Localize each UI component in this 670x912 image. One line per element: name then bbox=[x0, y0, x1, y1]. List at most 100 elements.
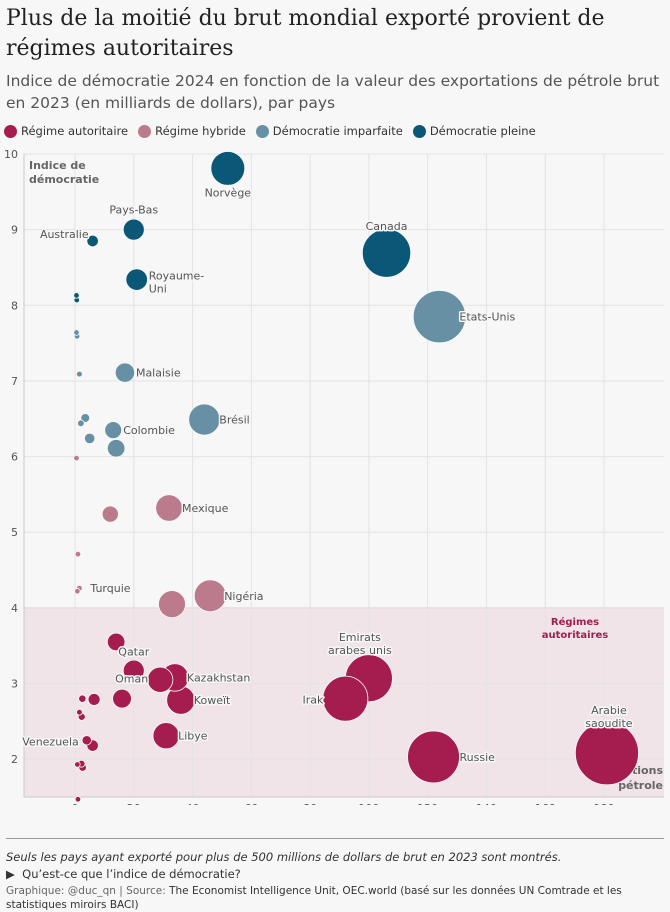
data-point bbox=[152, 722, 180, 750]
y-tick-label: 6 bbox=[11, 451, 18, 464]
scatter-chart: 2345678910020406080100120140160180Indice… bbox=[4, 148, 664, 805]
data-point bbox=[193, 579, 227, 613]
y-tick-label: 5 bbox=[11, 526, 18, 539]
country-label: Malaisie bbox=[136, 367, 181, 380]
data-point bbox=[210, 151, 246, 186]
data-point bbox=[158, 590, 186, 618]
data-point bbox=[78, 694, 87, 703]
legend-label: Démocratie imparfaite bbox=[272, 124, 403, 138]
page-title: Plus de la moitié du brut mondial export… bbox=[6, 6, 605, 61]
data-point bbox=[147, 666, 174, 693]
country-label: Pays-Bas bbox=[109, 204, 158, 217]
disclosure-label: Qu’est-ce que l’indice de démocratie? bbox=[22, 867, 241, 881]
legend: Régime autoritaire Régime hybride Démocr… bbox=[4, 122, 546, 140]
data-point bbox=[322, 675, 369, 722]
legend-swatch bbox=[4, 124, 17, 138]
data-point bbox=[122, 659, 145, 682]
country-label: Canada bbox=[366, 220, 408, 233]
data-point bbox=[73, 454, 80, 462]
y-tick-label: 7 bbox=[11, 375, 18, 388]
data-point bbox=[361, 228, 412, 278]
legend-item-full-democracy[interactable]: Démocratie pleine bbox=[412, 124, 536, 138]
data-point bbox=[104, 421, 123, 439]
data-point bbox=[77, 419, 85, 428]
data-point bbox=[84, 432, 96, 445]
data-point bbox=[74, 761, 81, 768]
data-point bbox=[125, 268, 148, 291]
data-point bbox=[114, 362, 136, 383]
country-label: Nigéria bbox=[224, 590, 263, 603]
data-point bbox=[112, 688, 132, 709]
y-tick-label: 4 bbox=[11, 602, 18, 615]
legend-swatch bbox=[138, 124, 152, 138]
y-tick-label: 9 bbox=[11, 224, 18, 237]
country-label: Irak bbox=[302, 694, 324, 707]
country-label: Norvège bbox=[205, 186, 252, 199]
country-label: Qatar bbox=[118, 646, 149, 659]
data-point bbox=[106, 439, 126, 458]
country-label: Arabie saoudite bbox=[585, 704, 633, 730]
x-tick-label: 20 bbox=[127, 802, 141, 805]
y-tick-label: 8 bbox=[11, 299, 18, 312]
country-label: Koweït bbox=[194, 694, 231, 707]
chart-subtitle: Indice de démocratie 2024 en fonction de… bbox=[6, 72, 660, 112]
data-point bbox=[86, 234, 99, 248]
zone-label: Régimes autoritaires bbox=[542, 616, 609, 641]
legend-item-flawed-democracy[interactable]: Démocratie imparfaite bbox=[255, 124, 403, 138]
divider bbox=[6, 838, 664, 839]
country-label: Oman bbox=[115, 673, 148, 686]
data-point bbox=[74, 588, 81, 595]
country-label: Etats-Unis bbox=[459, 311, 515, 324]
x-tick-label: 120 bbox=[417, 802, 438, 805]
data-point bbox=[73, 329, 80, 336]
y-axis-title: Indice de démocratie bbox=[29, 159, 99, 186]
data-point bbox=[76, 370, 83, 378]
x-tick-label: 60 bbox=[244, 802, 258, 805]
country-label: Russie bbox=[460, 751, 496, 764]
country-label: Emirats arabes unis bbox=[328, 631, 392, 657]
data-point bbox=[76, 708, 83, 716]
country-label: Royaume-Uni bbox=[149, 270, 205, 296]
data-point bbox=[80, 413, 91, 423]
x-tick-label: 80 bbox=[303, 802, 317, 805]
legend-item-authoritarian[interactable]: Régime autoritaire bbox=[4, 124, 128, 138]
credit-prefix: Graphique: @duc_qn | Source: bbox=[6, 885, 166, 897]
x-tick-label: 100 bbox=[358, 802, 379, 805]
data-point bbox=[122, 218, 145, 241]
x-tick-label: 40 bbox=[186, 802, 200, 805]
legend-swatch bbox=[255, 124, 269, 138]
y-tick-label: 10 bbox=[4, 148, 18, 161]
x-tick-label: 140 bbox=[476, 802, 497, 805]
legend-label: Régime autoritaire bbox=[21, 124, 129, 138]
x-tick-label: 180 bbox=[594, 802, 615, 805]
country-label: Turquie bbox=[89, 582, 130, 595]
y-tick-label: 3 bbox=[11, 678, 18, 691]
data-point bbox=[73, 292, 80, 299]
disclosure-triangle-icon: ▶ bbox=[6, 867, 15, 881]
data-point bbox=[106, 632, 126, 652]
country-label: Venezuela bbox=[22, 735, 79, 748]
data-point bbox=[81, 735, 92, 746]
footnote: Seuls les pays ayant exporté pour plus d… bbox=[6, 850, 562, 864]
x-tick-label: 0 bbox=[72, 802, 79, 805]
legend-item-hybrid[interactable]: Régime hybride bbox=[138, 124, 246, 138]
data-point bbox=[87, 693, 101, 706]
country-label: Brésil bbox=[219, 414, 249, 427]
data-point bbox=[188, 403, 221, 436]
data-point bbox=[74, 550, 82, 558]
democracy-index-disclosure[interactable]: ▶ Qu’est-ce que l’indice de démocratie? bbox=[6, 867, 241, 881]
y-tick-label: 2 bbox=[11, 753, 18, 766]
legend-label: Démocratie pleine bbox=[429, 124, 536, 138]
data-point bbox=[74, 796, 82, 803]
legend-swatch bbox=[412, 124, 426, 138]
country-label: Kazakhstan bbox=[187, 671, 250, 684]
x-tick-label: 160 bbox=[535, 802, 556, 805]
data-point bbox=[412, 290, 466, 344]
data-point bbox=[101, 505, 119, 523]
data-point bbox=[155, 494, 183, 522]
data-point bbox=[574, 721, 639, 786]
data-point bbox=[407, 730, 460, 784]
country-label: Mexique bbox=[182, 502, 229, 515]
country-label: Colombie bbox=[123, 424, 175, 437]
legend-label: Régime hybride bbox=[155, 124, 246, 138]
